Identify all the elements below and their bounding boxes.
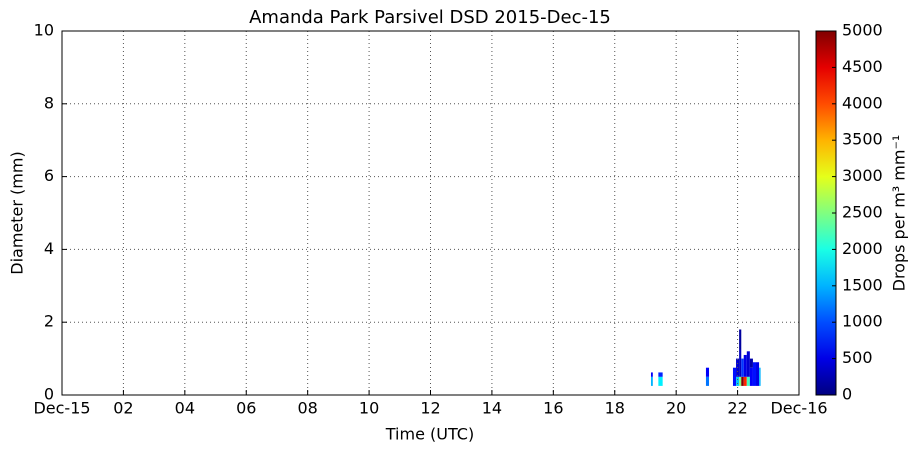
x-tick-label: 14 xyxy=(482,399,502,418)
heatmap-cell xyxy=(658,376,663,386)
x-tick-label: 20 xyxy=(666,399,686,418)
x-tick-label: 02 xyxy=(113,399,133,418)
y-tick-label: 2 xyxy=(44,312,54,331)
colorbar-tick-label: 4000 xyxy=(842,93,883,112)
heatmap-cell xyxy=(759,367,761,386)
heatmap-cell xyxy=(650,376,653,386)
y-axis-label: Diameter (mm) xyxy=(8,151,27,274)
x-axis-label: Time (UTC) xyxy=(385,425,474,444)
colorbar-tick-label: 3500 xyxy=(842,130,883,149)
heatmap-cell xyxy=(705,376,710,386)
colorbar-tick-label: 3000 xyxy=(842,166,883,185)
heatmap-cell xyxy=(741,358,744,377)
y-tick-label: 6 xyxy=(44,166,54,185)
colorbar-tick-label: 5000 xyxy=(842,21,883,40)
y-tick-label: 0 xyxy=(44,385,54,404)
heatmap-cell xyxy=(739,329,742,350)
heatmap-cell xyxy=(743,376,747,386)
colorbar-tick-label: 1000 xyxy=(842,312,883,331)
heatmap-cell xyxy=(739,349,742,377)
heatmap-cell xyxy=(705,367,710,377)
heatmap-cell xyxy=(749,367,753,386)
heatmap-cell xyxy=(739,376,742,386)
plot-frame xyxy=(61,30,800,396)
chart-title: Amanda Park Parsivel DSD 2015-Dec-15 xyxy=(249,7,611,28)
x-tick-label: 08 xyxy=(297,399,317,418)
x-tick-label: 06 xyxy=(236,399,256,418)
heatmap-cell xyxy=(743,354,747,377)
x-tick-label: 04 xyxy=(175,399,195,418)
heatmap-cell xyxy=(749,358,753,368)
heatmap-cell xyxy=(732,367,737,386)
colorbar-tick-label: 2500 xyxy=(842,203,883,222)
x-tick-label: 22 xyxy=(727,399,747,418)
x-tick-label: 18 xyxy=(605,399,625,418)
y-tick-label: 10 xyxy=(34,21,54,40)
heatmap-cell xyxy=(746,351,750,377)
colorbar-label: Drops per m³ mm⁻¹ xyxy=(890,135,909,292)
x-tick-label: Dec-15 xyxy=(33,399,90,418)
y-tick-label: 4 xyxy=(44,239,54,258)
colorbar-tick-label: 1500 xyxy=(842,275,883,294)
heatmap-cell xyxy=(658,372,663,377)
y-tick-label: 8 xyxy=(44,93,54,112)
colorbar-tick-label: 500 xyxy=(842,348,873,367)
x-tick-label: 12 xyxy=(420,399,440,418)
colorbar-tick-label: 2000 xyxy=(842,239,883,258)
x-tick-label: 10 xyxy=(359,399,379,418)
heatmap-cell xyxy=(741,376,744,386)
x-tick-label: Dec-16 xyxy=(770,399,827,418)
heatmap-cell xyxy=(746,376,750,386)
colorbar-tick-label: 4500 xyxy=(842,57,883,76)
x-tick-label: 16 xyxy=(543,399,563,418)
heatmap-cell xyxy=(752,362,757,386)
heatmap-cell xyxy=(650,372,653,377)
colorbar-tick-label: 0 xyxy=(842,385,852,404)
heatmap-cell xyxy=(756,362,760,386)
heatmap-cell xyxy=(736,376,740,386)
